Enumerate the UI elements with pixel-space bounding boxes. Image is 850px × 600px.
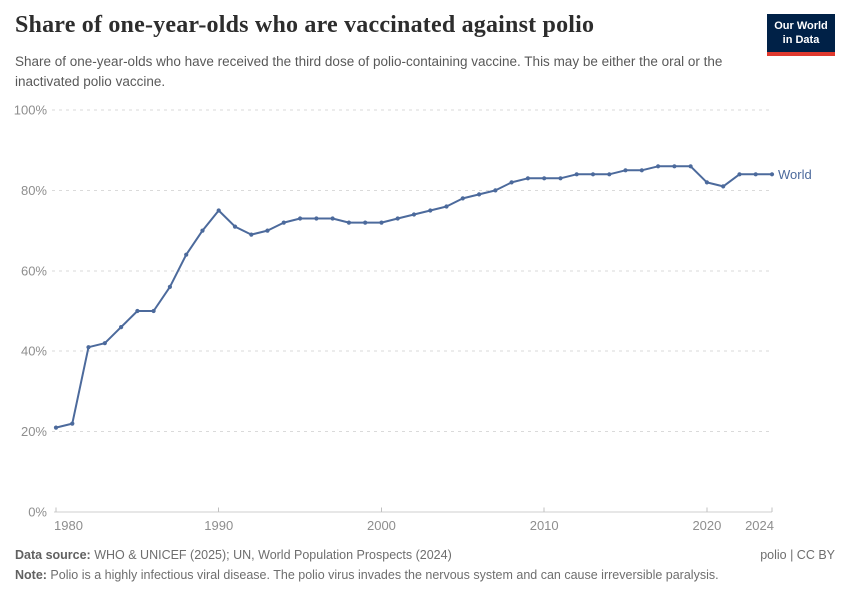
data-point-2021[interactable] [721,184,726,189]
data-point-1997[interactable] [330,216,335,221]
data-point-2008[interactable] [509,180,514,185]
license-note: polio | CC BY [760,548,835,562]
world-series-line[interactable] [55,165,773,429]
data-point-2007[interactable] [493,188,498,193]
polio-line-chart[interactable]: 0% 20% 40% 60% 80% 100% 1980 1990 2000 2010 2020 20… [0,98,850,550]
data-point-2002[interactable] [411,212,417,217]
data-point-1986[interactable] [151,308,156,314]
data-point-2005[interactable] [460,196,465,201]
data-point-2011[interactable] [558,176,563,181]
data-point-2022[interactable] [737,172,742,177]
data-point-2018[interactable] [672,164,677,169]
data-point-1983[interactable] [102,341,107,346]
note-label: Note: [15,568,47,582]
data-point-1999[interactable] [363,220,368,225]
data-point-1987[interactable] [167,284,172,289]
x-axis-label: 1980 [54,518,83,533]
y-axis-label: 20% [21,424,47,439]
y-axis-label: 100% [14,103,48,118]
data-point-2015[interactable] [623,168,628,173]
data-point-2009[interactable] [525,176,531,181]
x-axis-label: 1990 [204,518,233,533]
note-text: Polio is a highly infectious viral disea… [46,568,719,582]
data-point-2012[interactable] [574,172,579,177]
x-axis-label: 2020 [692,518,721,533]
page-title: Share of one-year-olds who are vaccinate… [15,12,595,38]
data-point-2016[interactable] [639,168,644,173]
data-point-1981[interactable] [70,421,75,426]
x-axis-label: 2000 [367,518,396,533]
data-point-1988[interactable] [184,252,189,257]
data-point-2000[interactable] [379,220,384,225]
data-point-2023[interactable] [753,172,758,177]
owid-logo: Our World in Data [767,14,835,56]
data-point-2010[interactable] [542,176,547,181]
data-point-1994[interactable] [281,220,286,225]
data-point-2019[interactable] [688,164,693,169]
data-point-2004[interactable] [444,204,449,209]
data-point-2006[interactable] [477,192,482,197]
y-axis-label: 0% [28,505,47,520]
data-point-2001[interactable] [395,216,400,221]
datasource-label: Data source: [15,548,91,562]
data-point-1984[interactable] [119,325,124,330]
data-point-1982[interactable] [86,345,91,350]
owid-logo-line1: Our World [774,20,828,32]
data-point-1995[interactable] [298,216,303,221]
data-point-2013[interactable] [590,172,596,177]
data-point-1998[interactable] [346,220,351,225]
data-point-1980[interactable] [53,425,59,430]
y-axis-label: 80% [21,183,47,198]
x-axis-label: 2010 [530,518,559,533]
data-point-1985[interactable] [135,308,140,314]
owid-logo-line2: in Data [782,34,820,47]
data-point-1989[interactable] [200,228,205,233]
data-point-1991[interactable] [232,224,238,229]
data-point-1990[interactable] [216,208,221,213]
data-point-2017[interactable] [656,164,661,169]
world-series-label[interactable]: World [778,167,812,182]
datasource-text: WHO & UNICEF (2025); UN, World Populatio… [90,548,452,562]
chart-footer: Data source: WHO & UNICEF (2025); UN, Wo… [15,545,835,585]
data-point-2024[interactable] [769,172,775,177]
data-point-2020[interactable] [704,180,710,185]
y-axis-label: 60% [21,263,47,278]
data-point-1993[interactable] [265,228,270,233]
data-point-1996[interactable] [314,216,319,221]
y-axis-label: 40% [21,344,47,359]
data-point-2003[interactable] [428,208,433,213]
data-point-2014[interactable] [607,172,612,177]
x-axis-label: 2024 [745,518,774,533]
chart-subtitle: Share of one-year-olds who have received… [15,54,723,89]
datasource-line: Data source: WHO & UNICEF (2025); UN, Wo… [15,545,452,565]
data-point-1992[interactable] [249,232,254,237]
